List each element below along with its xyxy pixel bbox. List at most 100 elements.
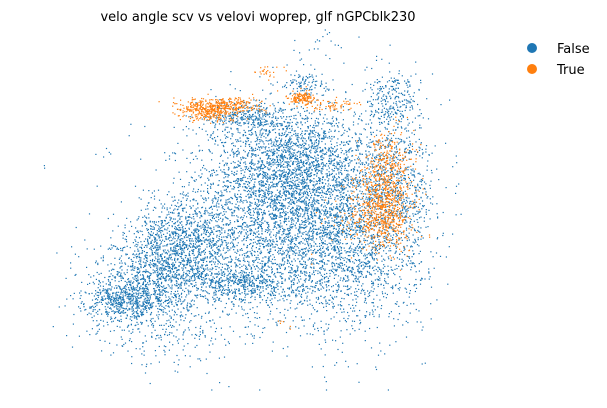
data-point-false-3908 (246, 117, 248, 119)
data-point-false-4935 (337, 216, 339, 218)
data-point-false-4153 (188, 219, 190, 221)
data-point-false-510 (282, 347, 284, 350)
data-point-false-4889 (382, 270, 384, 273)
data-point-false-4556 (336, 362, 338, 364)
data-point-false-2879 (225, 202, 227, 204)
data-point-false-1355 (285, 250, 287, 252)
data-point-false-2063 (277, 210, 279, 212)
data-point-false-1796 (210, 228, 212, 230)
data-point-false-3675 (337, 214, 339, 216)
data-point-false-4501 (384, 265, 386, 268)
data-point-false-3307 (358, 162, 360, 164)
data-point-false-2741 (238, 196, 240, 198)
data-point-false-3319 (285, 188, 287, 190)
data-point-false-2168 (291, 272, 293, 274)
data-point-false-3154 (286, 134, 288, 136)
data-point-false-4226 (324, 130, 326, 132)
data-point-false-2524 (244, 151, 246, 153)
data-point-false-4929 (379, 199, 382, 201)
data-point-false-3254 (271, 129, 274, 131)
data-point-false-593 (217, 193, 219, 195)
data-point-false-4372 (318, 169, 321, 172)
data-point-false-2015 (265, 146, 267, 148)
data-point-false-928 (201, 207, 203, 209)
data-point-false-313 (319, 271, 321, 273)
data-point-false-4761 (312, 188, 314, 190)
data-point-false-4008 (272, 209, 274, 211)
data-point-false-4128 (313, 129, 315, 131)
data-point-false-3398 (321, 140, 323, 143)
data-point-false-2154 (225, 201, 227, 203)
data-point-false-160 (240, 216, 243, 218)
data-point-false-467 (261, 260, 263, 262)
data-point-false-2611 (269, 276, 272, 278)
data-point-false-1812 (233, 305, 235, 307)
data-point-false-1728 (314, 328, 316, 330)
data-point-false-2838 (293, 214, 295, 216)
data-point-false-1644 (215, 174, 217, 176)
data-point-false-4319 (319, 114, 321, 116)
data-point-false-285 (198, 225, 201, 228)
data-point-false-3323 (367, 159, 369, 161)
data-point-false-4741 (335, 235, 337, 237)
data-point-false-2349 (293, 243, 295, 245)
data-point-false-1947 (324, 192, 326, 195)
data-point-false-1704 (311, 88, 313, 91)
data-point-false-2907 (259, 302, 261, 304)
data-point-false-4026 (368, 198, 370, 200)
data-point-false-470 (295, 190, 297, 192)
data-point-false-4013 (365, 150, 367, 152)
data-point-false-3735 (287, 212, 289, 214)
data-point-false-306 (327, 149, 329, 151)
data-point-false-4060 (237, 160, 239, 162)
data-point-false-1545 (238, 209, 240, 211)
data-point-false-4380 (285, 173, 287, 176)
data-point-false-3942 (280, 196, 282, 198)
data-point-false-1803 (289, 240, 291, 242)
data-point-false-4151 (311, 213, 313, 215)
data-point-false-1664 (264, 148, 266, 150)
data-point-false-1669 (343, 153, 345, 155)
data-point-false-3186 (285, 171, 287, 174)
data-point-false-3216 (341, 187, 343, 189)
data-point-false-110 (312, 232, 314, 234)
data-point-false-4356 (273, 177, 275, 179)
data-point-false-2959 (330, 122, 332, 124)
data-point-false-3357 (209, 151, 211, 153)
data-point-false-3832 (208, 150, 211, 152)
data-point-false-1883 (208, 245, 211, 248)
data-point-false-3318 (280, 135, 283, 137)
data-point-false-664 (195, 200, 197, 202)
data-point-false-4655 (346, 294, 348, 296)
data-point-false-1436 (312, 189, 314, 191)
data-point-false-2813 (246, 245, 249, 247)
data-point-false-3351 (243, 162, 245, 164)
data-point-false-3302 (249, 143, 251, 146)
data-point-false-433 (305, 201, 307, 203)
data-point-false-1508 (247, 237, 249, 239)
data-point-false-3028 (357, 170, 359, 172)
data-point-false-1910 (227, 218, 229, 220)
data-point-false-1482 (290, 173, 292, 175)
data-point-false-2537 (299, 223, 301, 225)
data-point-false-870 (290, 160, 292, 162)
data-point-false-943 (331, 240, 333, 243)
data-point-false-619 (279, 212, 281, 214)
data-point-false-4767 (341, 208, 343, 210)
data-point-false-3636 (205, 130, 207, 132)
data-point-false-1680 (308, 236, 310, 238)
data-point-false-2254 (332, 303, 334, 305)
data-point-false-4445 (327, 227, 329, 229)
data-point-false-1447 (221, 192, 223, 194)
data-point-false-4629 (374, 265, 376, 267)
data-point-false-2972 (340, 211, 342, 213)
data-point-false-1359 (313, 224, 315, 226)
data-point-false-4818 (300, 241, 302, 243)
data-point-false-927 (308, 173, 310, 175)
data-point-false-1841 (237, 206, 239, 209)
data-point-false-4712 (315, 233, 317, 235)
data-point-false-1266 (318, 180, 320, 182)
data-point-false-2289 (219, 233, 221, 235)
data-point-false-4240 (375, 193, 377, 195)
data-point-false-3391 (297, 233, 299, 235)
